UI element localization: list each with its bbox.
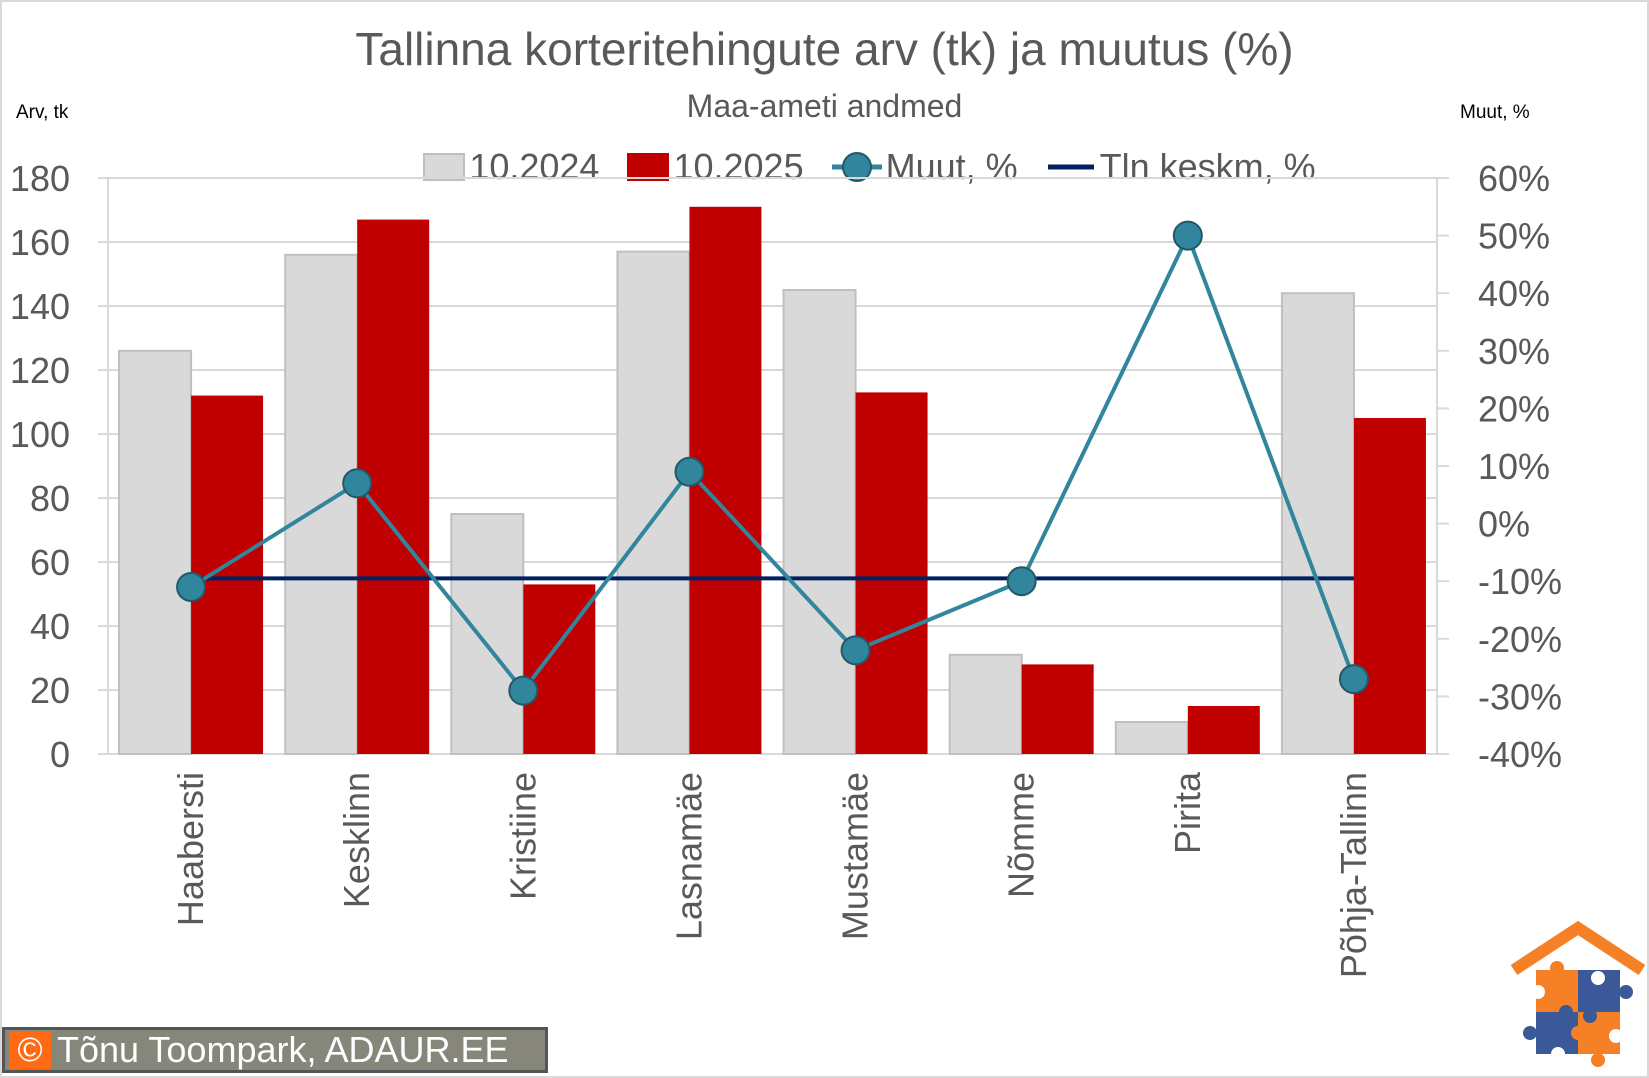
legend: 10.2024 10.2025 Muut, % Tln keskm, % bbox=[0, 146, 1649, 188]
right-tick-label: -10% bbox=[1478, 561, 1562, 602]
category-label: Nõmme bbox=[1001, 772, 1042, 898]
change-marker bbox=[1006, 566, 1037, 597]
category-label: Pirita bbox=[1167, 771, 1208, 854]
bar-2025 bbox=[1353, 418, 1426, 754]
change-marker bbox=[1172, 220, 1203, 251]
right-tick-label: 50% bbox=[1478, 216, 1550, 257]
left-tick-label: 20 bbox=[30, 670, 70, 711]
watermark-text: Tõnu Toompark, ADAUR.EE bbox=[57, 1029, 509, 1070]
bar-2025 bbox=[1187, 706, 1260, 754]
chart-subtitle: Maa-ameti andmed bbox=[686, 88, 963, 124]
category-label: Põhja-Tallinn bbox=[1333, 772, 1374, 978]
axes: 0 20 40 60 80 100 120 140 160 180 -40% -30% -20% -10%… bbox=[10, 158, 1562, 978]
bar-2024 bbox=[118, 349, 193, 755]
right-tick-label: 40% bbox=[1478, 273, 1550, 314]
category-label: Haabersti bbox=[170, 772, 211, 926]
lines bbox=[176, 220, 1369, 706]
category-label: Mustamäe bbox=[835, 772, 876, 940]
right-tick-label: 0% bbox=[1478, 504, 1530, 545]
left-tick-label: 100 bbox=[10, 414, 70, 455]
change-marker bbox=[840, 635, 871, 666]
change-marker bbox=[508, 675, 539, 706]
right-tick-label: 60% bbox=[1478, 158, 1550, 199]
legend-swatch-red bbox=[627, 153, 670, 181]
legend-swatch-gray bbox=[423, 153, 466, 181]
legend-label: Muut, % bbox=[885, 146, 1018, 187]
bar-2025 bbox=[855, 392, 928, 754]
right-tick-label: -20% bbox=[1478, 619, 1562, 660]
bar-2024 bbox=[616, 250, 691, 755]
line-marker-icon bbox=[831, 152, 882, 182]
change-marker bbox=[674, 456, 705, 487]
right-tick-label: 10% bbox=[1478, 446, 1550, 487]
legend-item-2025: 10.2025 bbox=[627, 146, 804, 188]
right-tick-label: -30% bbox=[1478, 676, 1562, 717]
change-marker bbox=[176, 571, 207, 602]
house-puzzle-icon bbox=[1510, 920, 1646, 1067]
legend-label: 10.2025 bbox=[673, 146, 804, 187]
category-label: Kristiine bbox=[502, 772, 543, 900]
line-icon bbox=[1047, 164, 1094, 170]
left-tick-label: 80 bbox=[30, 478, 70, 519]
right-axis-unit: Muut, % bbox=[1460, 102, 1530, 123]
copyright-watermark: © Tõnu Toompark, ADAUR.EE bbox=[2, 1027, 548, 1073]
left-tick-label: 160 bbox=[10, 222, 70, 263]
legend-label: 10.2024 bbox=[469, 146, 600, 187]
right-tick-label: 30% bbox=[1478, 331, 1550, 372]
left-tick-label: 140 bbox=[10, 286, 70, 327]
left-axis-unit: Arv, tk bbox=[16, 102, 69, 123]
bars bbox=[118, 206, 1426, 756]
legend-label: Tln keskm, % bbox=[1099, 146, 1316, 187]
bar-2024 bbox=[948, 653, 1023, 755]
right-tick-label: -40% bbox=[1478, 734, 1562, 775]
category-label: Lasnamäe bbox=[668, 772, 709, 940]
bar-2024 bbox=[450, 513, 525, 755]
left-tick-label: 0 bbox=[50, 734, 70, 775]
bar-2025 bbox=[1021, 664, 1094, 754]
change-marker bbox=[342, 468, 373, 499]
left-tick-label: 60 bbox=[30, 542, 70, 583]
left-tick-label: 180 bbox=[10, 158, 70, 199]
category-label: Kesklinn bbox=[336, 772, 377, 908]
left-tick-label: 120 bbox=[10, 350, 70, 391]
legend-item-2024: 10.2024 bbox=[423, 146, 599, 188]
copyright-icon: © bbox=[9, 1031, 51, 1069]
change-marker bbox=[1338, 664, 1369, 695]
change-line bbox=[190, 230, 1356, 694]
bar-2024 bbox=[1114, 721, 1189, 755]
right-tick-label: 20% bbox=[1478, 388, 1550, 429]
legend-item-change: Muut, % bbox=[831, 146, 1018, 188]
left-tick-label: 40 bbox=[30, 606, 70, 647]
chart-title: Tallinna korteritehingute arv (tk) ja mu… bbox=[355, 23, 1294, 75]
bar-2024 bbox=[782, 289, 857, 755]
legend-item-average: Tln keskm, % bbox=[1046, 146, 1316, 188]
bar-2025 bbox=[191, 395, 264, 754]
